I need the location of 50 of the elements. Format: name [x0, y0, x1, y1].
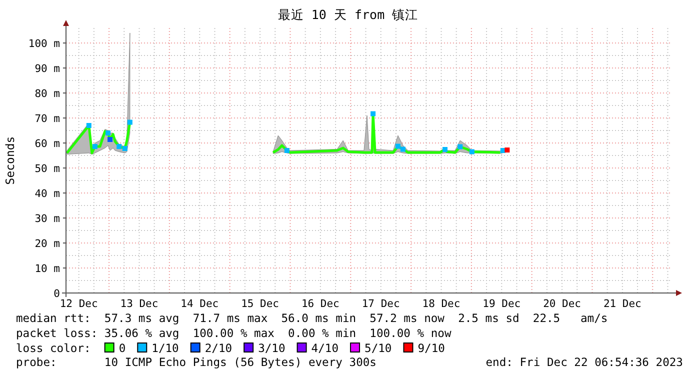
y-tick-label: 0	[54, 288, 60, 300]
y-tick-label: 10 m	[34, 263, 60, 275]
x-tick-label: 19 Dec	[482, 298, 521, 310]
text: end: Fri Dec 22 06:54:36 2023	[486, 356, 683, 369]
point	[108, 137, 113, 142]
text: probe: 10 ICMP Echo Pings (56 Bytes) every 300s	[16, 356, 376, 369]
y-tick-label: 20 m	[34, 238, 60, 250]
y-tick-label: 70 m	[34, 113, 60, 125]
x-tick-label: 16 Dec	[301, 298, 340, 310]
y-tick-label: 60 m	[34, 138, 60, 150]
x-tick-label: 14 Dec	[180, 298, 219, 310]
legend-label: 1/10	[152, 342, 180, 355]
legend-title: loss color:	[16, 342, 91, 355]
point	[122, 146, 128, 151]
point	[504, 148, 510, 152]
x-tick-label: 18 Dec	[422, 298, 460, 310]
chart-title: 最近 10 天 from 镇江	[278, 7, 418, 22]
point	[442, 147, 448, 152]
legend-label: 4/10	[311, 342, 339, 355]
x-tick-label: 13 Dec	[120, 298, 158, 310]
y-tick-label: 80 m	[34, 88, 60, 100]
y-tick-label: 100 m	[28, 38, 60, 50]
y-axis-title: Seconds	[3, 136, 17, 185]
point	[458, 144, 463, 150]
legend-label: 0	[118, 342, 126, 355]
x-tick-label: 20 Dec	[543, 298, 582, 310]
y-tick-label: 30 m	[34, 213, 60, 225]
x-tick-label: 12 Dec	[60, 298, 98, 310]
point	[370, 111, 376, 116]
point	[284, 148, 290, 153]
point	[86, 123, 92, 128]
point	[92, 144, 98, 149]
point	[116, 144, 122, 149]
point	[106, 130, 111, 136]
x-tick-label: 17 Dec	[362, 298, 400, 310]
legend-label: 3/10	[258, 342, 286, 355]
point	[400, 146, 406, 152]
legend-label: 2/10	[204, 342, 232, 355]
y-tick-label: 50 m	[34, 163, 60, 175]
y-tick-label: 40 m	[34, 188, 60, 200]
x-tick-label: 15 Dec	[241, 298, 280, 310]
point	[395, 144, 400, 149]
y-tick-label: 90 m	[34, 63, 60, 75]
x-tick-label: 21 Dec	[603, 298, 642, 310]
point	[469, 149, 474, 154]
text: packet loss: 35.06 % avg 100.00 % max 0.00 % min 100.00 % now	[16, 327, 452, 340]
text: median rtt: 57.3 ms avg 71.7 ms max 56.0 ms min 57.2 ms now 2.5 ms sd 22.5 am/s	[16, 312, 608, 325]
legend-label: 9/10	[418, 342, 446, 355]
point	[127, 120, 132, 125]
legend-label: 5/10	[364, 342, 392, 355]
